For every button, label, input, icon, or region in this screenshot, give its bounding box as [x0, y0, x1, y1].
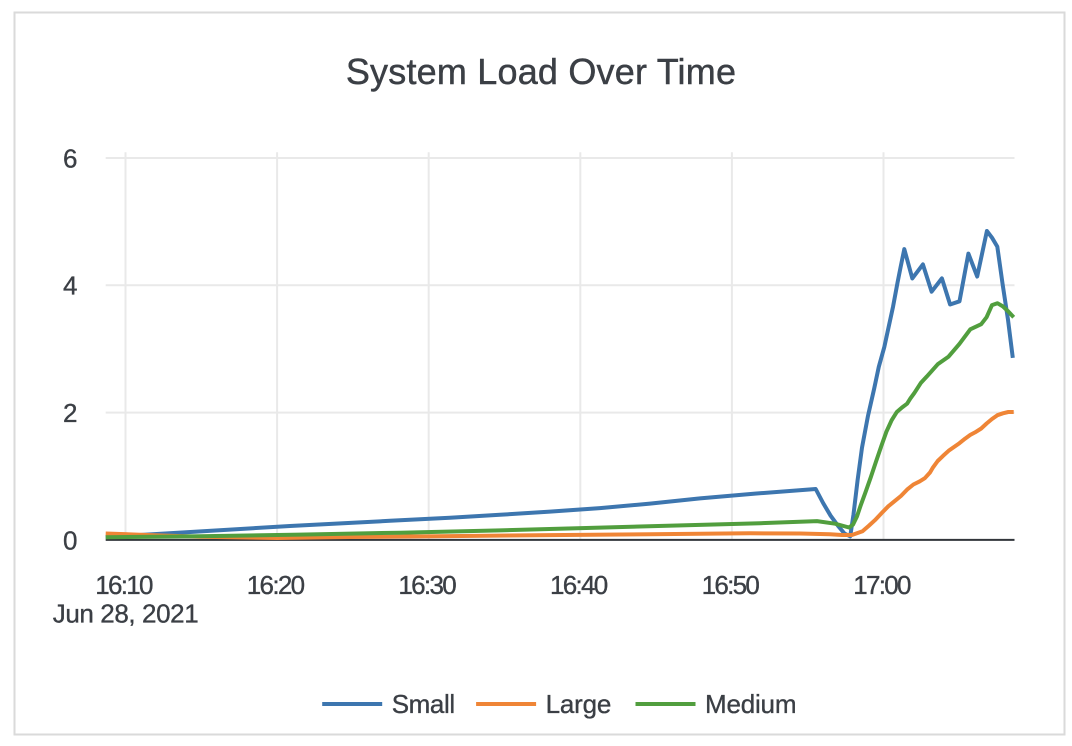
- svg-text:0: 0: [63, 525, 77, 555]
- svg-text:16:30: 16:30: [398, 570, 456, 600]
- svg-text:Medium: Medium: [705, 689, 796, 719]
- svg-text:6: 6: [63, 143, 77, 173]
- svg-text:4: 4: [63, 271, 77, 301]
- svg-text:16:40: 16:40: [550, 570, 608, 600]
- svg-text:System Load Over Time: System Load Over Time: [346, 51, 736, 92]
- svg-text:16:20: 16:20: [247, 570, 305, 600]
- svg-text:16:10: 16:10: [95, 570, 153, 600]
- svg-text:Jun 28, 2021: Jun 28, 2021: [53, 599, 199, 629]
- svg-text:Large: Large: [546, 689, 612, 719]
- svg-text:17:00: 17:00: [853, 570, 911, 600]
- svg-text:2: 2: [63, 398, 77, 428]
- svg-text:Small: Small: [392, 689, 455, 719]
- svg-text:16:50: 16:50: [702, 570, 760, 600]
